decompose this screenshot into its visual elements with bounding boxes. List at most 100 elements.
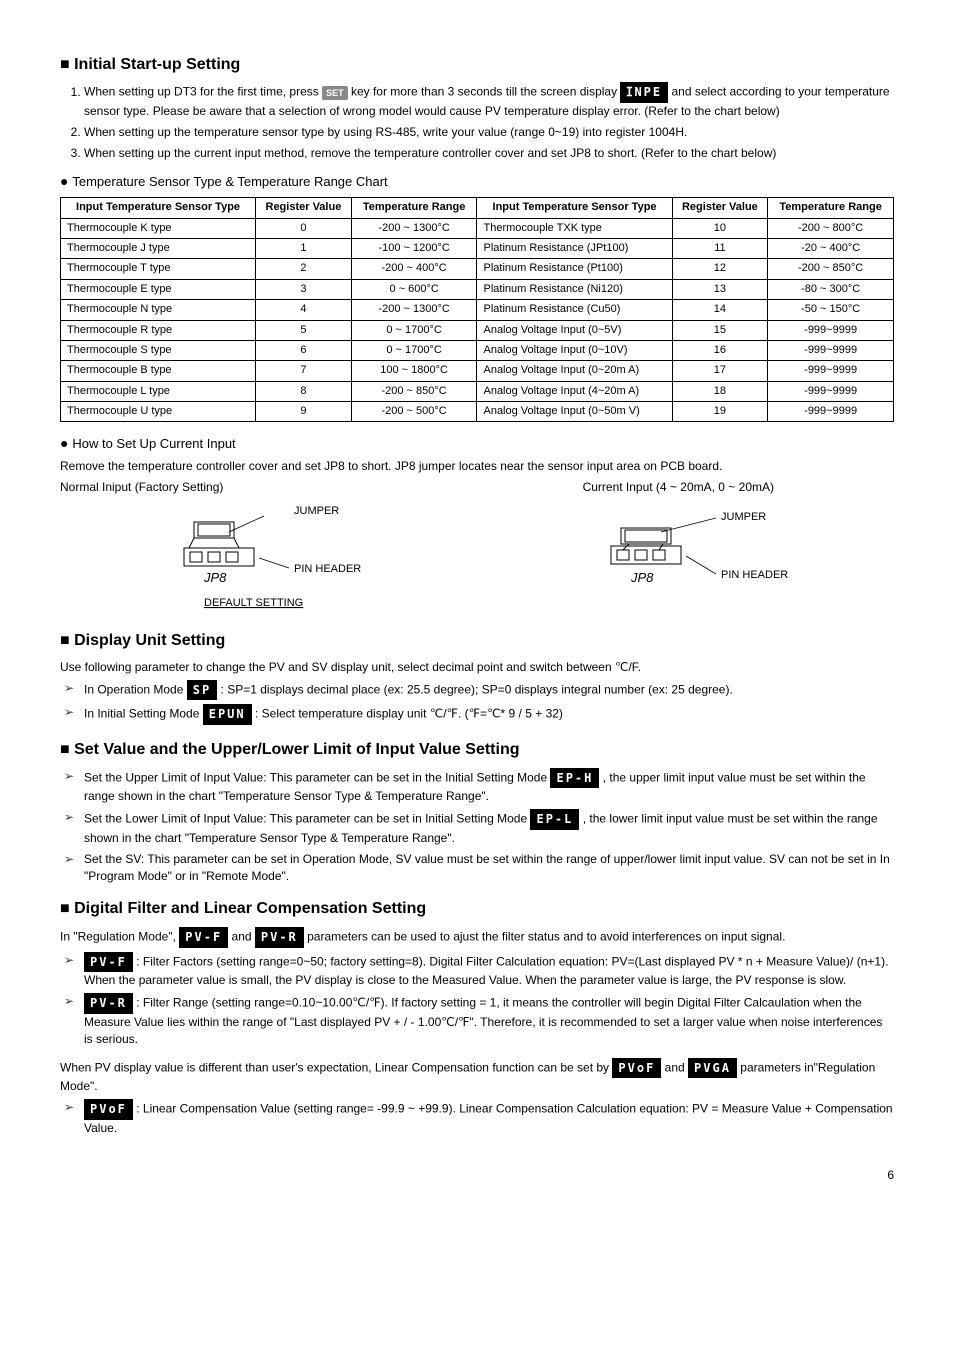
table-cell: -200 ~ 1300°C [351,218,477,238]
table-cell: 11 [672,238,768,258]
table-cell: Thermocouple E type [61,279,256,299]
text: and [232,929,255,943]
table-cell: Platinum Resistance (JPt100) [477,238,672,258]
table-cell: 0 ~ 1700°C [351,320,477,340]
startup-item-3: When setting up the current input method… [84,145,894,162]
current-input-desc: Remove the temperature controller cover … [60,458,894,475]
table-cell: Thermocouple R type [61,320,256,340]
table-cell: Platinum Resistance (Pt100) [477,259,672,279]
table-cell: -80 ~ 300°C [768,279,894,299]
jumper-current-svg: JUMPER JP8 PIN HEADER [551,502,821,612]
display-item-2: In Initial Setting Mode ЕPUN : Select te… [84,704,894,725]
jumper-label-2: JUMPER [721,511,766,523]
table-cell: -200 ~ 800°C [768,218,894,238]
table-cell: 10 [672,218,768,238]
text: In "Regulation Mode", [60,929,179,943]
table-cell: Analog Voltage Input (0~20m A) [477,361,672,381]
table-cell: -200 ~ 1300°C [351,300,477,320]
table-cell: 12 [672,259,768,279]
table-cell: 4 [256,300,352,320]
startup-item-2: When setting up the temperature sensor t… [84,124,894,141]
table-row: Thermocouple U type9-200 ~ 500°CAnalog V… [61,402,894,422]
table-cell: Thermocouple S type [61,340,256,360]
table-cell: 6 [256,340,352,360]
table-cell: -200 ~ 400°C [351,259,477,279]
default-setting-label: DEFAULT SETTING [204,597,303,609]
text: In Initial Setting Mode [84,707,203,721]
seg-pvf2: PV-F [84,952,133,973]
table-cell: -50 ~ 150°C [768,300,894,320]
table-cell: Analog Voltage Input (0~5V) [477,320,672,340]
filter-item-1: PV-F : Filter Factors (setting range=0~5… [84,952,894,990]
table-cell: 100 ~ 1800°C [351,361,477,381]
pinheader-label: PIN HEADER [294,563,361,575]
table-row: Thermocouple J type1-100 ~ 1200°CPlatinu… [61,238,894,258]
text: and [665,1060,688,1074]
text: : SP=1 displays decimal place (ex: 25.5 … [221,682,733,696]
table-cell: Thermocouple B type [61,361,256,381]
text: key for more than 3 seconds till the scr… [351,85,620,99]
seg-epl: ЕP-L [530,809,579,830]
set-key-icon: SET [322,86,348,101]
table-row: Thermocouple S type60 ~ 1700°CAnalog Vol… [61,340,894,360]
filter-intro: In "Regulation Mode", PV-F and PV-R para… [60,927,894,948]
page-number: 6 [60,1167,894,1184]
col-register-1: Register Value [256,198,352,218]
filter-outro: When PV display value is different than … [60,1058,894,1096]
table-cell: 3 [256,279,352,299]
filter-list-2: PVoF : Linear Compensation Value (settin… [60,1099,894,1137]
text: : Select temperature display unit ℃/℉. (… [255,707,563,721]
jumper-diagram-row: JUMPER JP8 PIN HEADER DEFAULT SETTING JU… [60,502,894,617]
table-cell: -999~9999 [768,361,894,381]
table-cell: 9 [256,402,352,422]
label-normal-input: Normal Iniput (Factory Setting) [60,479,223,496]
filter-item-2: PV-R : Filter Range (setting range=0.10~… [84,993,894,1047]
table-cell: -999~9999 [768,320,894,340]
table-cell: 0 ~ 600°C [351,279,477,299]
table-cell: 18 [672,381,768,401]
heading-initial-startup: Initial Start-up Setting [60,54,894,76]
seg-inpe: ⵊNPE [620,82,668,103]
table-row: Thermocouple R type50 ~ 1700°CAnalog Vol… [61,320,894,340]
jumper-default: JUMPER JP8 PIN HEADER DEFAULT SETTING [134,502,404,617]
filter-list: PV-F : Filter Factors (setting range=0~5… [60,952,894,1048]
table-cell: Thermocouple J type [61,238,256,258]
text: : Linear Compensation Value (setting ran… [84,1102,893,1135]
table-cell: 15 [672,320,768,340]
table-cell: Platinum Resistance (Cu50) [477,300,672,320]
table-row: Thermocouple K type0-200 ~ 1300°CThermoc… [61,218,894,238]
table-cell: Thermocouple TXK type [477,218,672,238]
startup-ordered-list: When setting up DT3 for the first time, … [60,82,894,161]
filter2-item-1: PVoF : Linear Compensation Value (settin… [84,1099,894,1137]
seg-pvr: PV-R [255,927,304,948]
jumper-default-svg: JUMPER JP8 PIN HEADER DEFAULT SETTING [134,502,404,612]
table-cell: -200 ~ 850°C [351,381,477,401]
jp8-label-2: JP8 [630,570,654,585]
table-cell: Platinum Resistance (Ni120) [477,279,672,299]
table-cell: Analog Voltage Input (0~50m V) [477,402,672,422]
col-range-1: Temperature Range [351,198,477,218]
setvalue-item-3: Set the SV: This parameter can be set in… [84,851,894,885]
table-cell: 0 [256,218,352,238]
table-row: Thermocouple T type2-200 ~ 400°CPlatinum… [61,259,894,279]
seg-pvf: PV-F [179,927,228,948]
table-row: Thermocouple L type8-200 ~ 850°CAnalog V… [61,381,894,401]
table-cell: 16 [672,340,768,360]
table-cell: 5 [256,320,352,340]
text: parameters can be used to ajust the filt… [307,929,785,943]
display-unit-intro: Use following parameter to change the PV… [60,659,894,676]
table-cell: Thermocouple K type [61,218,256,238]
seg-pvr2: PV-R [84,993,133,1014]
table-cell: 1 [256,238,352,258]
col-sensor-type-1: Input Temperature Sensor Type [61,198,256,218]
heading-digital-filter: Digital Filter and Linear Compensation S… [60,898,894,920]
table-cell: -100 ~ 1200°C [351,238,477,258]
setvalue-item-1: Set the Upper Limit of Input Value: This… [84,768,894,806]
table-row: Thermocouple N type4-200 ~ 1300°CPlatinu… [61,300,894,320]
jumper-current: JUMPER JP8 PIN HEADER [551,502,821,617]
text: When setting up DT3 for the first time, … [84,85,322,99]
setvalue-item-2: Set the Lower Limit of Input Value: This… [84,809,894,847]
startup-item-1: When setting up DT3 for the first time, … [84,82,894,120]
col-sensor-type-2: Input Temperature Sensor Type [477,198,672,218]
table-cell: 13 [672,279,768,299]
